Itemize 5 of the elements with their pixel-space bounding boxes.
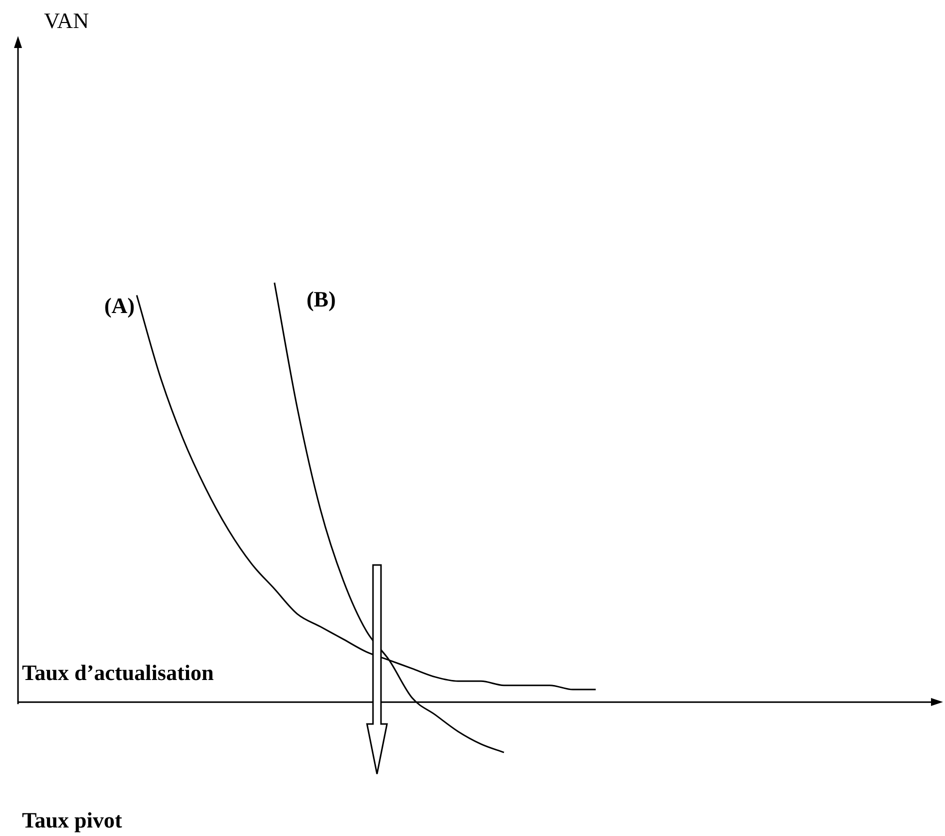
text: Taux pivot [22,808,123,833]
text: VAN [44,8,89,33]
series-label: (A) [104,292,135,318]
series-label: (B) [306,286,336,312]
x-axis-title: Taux d’actualisation [22,660,214,685]
